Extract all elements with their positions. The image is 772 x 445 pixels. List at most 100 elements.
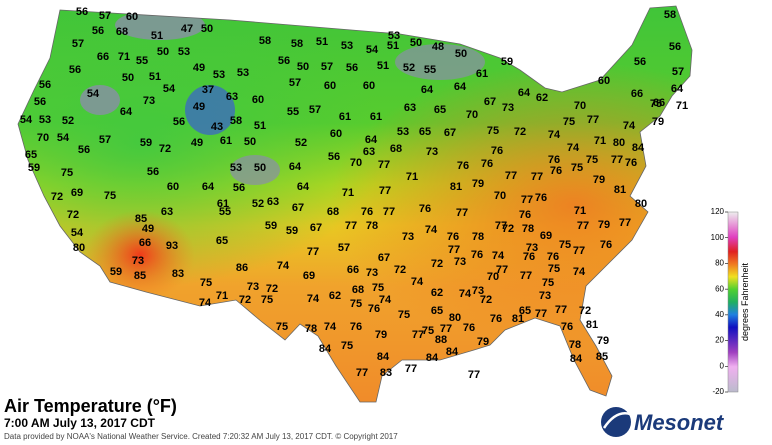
station-temperature: 64	[454, 81, 467, 93]
station-temperature: 64	[202, 181, 215, 193]
station-temperature: 55	[136, 55, 148, 67]
station-temperature: 53	[39, 114, 51, 126]
station-temperature: 78	[305, 323, 317, 335]
station-temperature: 50	[244, 136, 256, 148]
station-temperature: 84	[426, 352, 439, 364]
station-temperature: 74	[573, 266, 586, 278]
station-temperature: 76	[548, 154, 560, 166]
station-temperature: 81	[586, 319, 598, 331]
station-temperature: 75	[571, 162, 583, 174]
station-temperature: 50	[201, 23, 213, 35]
station-temperature: 71	[118, 51, 130, 63]
station-temperature: 66	[139, 237, 151, 249]
station-temperature: 76	[471, 249, 483, 261]
station-temperature: 70	[487, 271, 499, 283]
station-temperature: 60	[167, 181, 179, 193]
station-temperature: 77	[379, 185, 391, 197]
station-temperature: 65	[216, 235, 228, 247]
station-temperature: 63	[161, 206, 173, 218]
station-temperature: 71	[676, 100, 688, 112]
station-temperature: 77	[448, 244, 460, 256]
station-temperature: 51	[387, 40, 399, 52]
station-temperature: 76	[561, 321, 573, 333]
station-temperature: 75	[586, 154, 598, 166]
station-temperature: 73	[366, 267, 378, 279]
station-temperature: 61	[220, 135, 232, 147]
station-temperature: 66	[653, 97, 665, 109]
station-temperature: 54	[366, 44, 379, 56]
station-temperature: 74	[277, 260, 290, 272]
station-temperature: 75	[542, 277, 554, 289]
station-temperature: 56	[69, 64, 81, 76]
station-temperature: 73	[454, 256, 466, 268]
station-temperature: 73	[247, 281, 259, 293]
station-temperature: 60	[330, 128, 342, 140]
station-temperature: 75	[398, 309, 410, 321]
station-temperature: 77	[496, 264, 508, 276]
station-temperature: 51	[377, 60, 389, 72]
station-temperature: 83	[380, 367, 392, 379]
station-temperature: 79	[598, 219, 610, 231]
station-temperature: 74	[548, 129, 561, 141]
station-temperature: 77	[555, 304, 567, 316]
station-temperature: 61	[370, 111, 382, 123]
station-temperature: 66	[97, 51, 109, 63]
station-temperature: 71	[574, 205, 586, 217]
station-temperature: 60	[252, 94, 264, 106]
station-temperature: 79	[593, 174, 605, 186]
station-temperature: 63	[404, 102, 416, 114]
station-temperature: 59	[501, 56, 513, 68]
station-temperature: 48	[432, 41, 444, 53]
station-temperature: 71	[342, 187, 354, 199]
station-temperature: 64	[120, 106, 133, 118]
station-temperature: 72	[480, 294, 492, 306]
station-temperature: 54	[163, 83, 176, 95]
station-temperature: 77	[611, 154, 623, 166]
station-temperature: 54	[71, 227, 84, 239]
map-title: Air Temperature (°F)	[4, 396, 177, 416]
station-temperature: 76	[519, 209, 531, 221]
station-temperature: 72	[159, 143, 171, 155]
station-temperature: 67	[444, 127, 456, 139]
station-temperature: 77	[521, 194, 533, 206]
station-temperature: 75	[61, 167, 73, 179]
station-temperature: 75	[487, 125, 499, 137]
station-temperature: 65	[434, 104, 446, 116]
station-temperature: 76	[550, 165, 562, 177]
station-temperature: 65	[431, 305, 443, 317]
station-temperature: 77	[619, 217, 631, 229]
station-temperature: 68	[390, 143, 402, 155]
station-temperature: 78	[522, 223, 534, 235]
station-temperature: 81	[450, 181, 462, 193]
station-temperature: 76	[419, 203, 431, 215]
station-temperature: 57	[289, 77, 301, 89]
station-temperature: 76	[535, 192, 547, 204]
station-temperature: 81	[512, 313, 524, 325]
station-temperature: 63	[267, 196, 279, 208]
station-temperature: 55	[424, 64, 436, 76]
station-temperature: 56	[346, 62, 358, 74]
station-temperature: 74	[425, 224, 438, 236]
station-temperature: 80	[635, 198, 647, 210]
station-temperature: 80	[449, 312, 461, 324]
color-bar-label: 40	[715, 310, 724, 319]
station-temperature: 61	[476, 68, 488, 80]
station-temperature: 59	[265, 220, 277, 232]
station-temperature: 52	[62, 115, 74, 127]
station-temperature: 67	[292, 202, 304, 214]
station-temperature: 77	[587, 114, 599, 126]
station-temperature: 76	[547, 251, 559, 263]
station-temperature: 80	[73, 242, 85, 254]
station-temperature: 69	[540, 230, 552, 242]
station-temperature: 50	[254, 162, 266, 174]
station-temperature: 55	[287, 106, 299, 118]
station-temperature: 78	[569, 339, 581, 351]
station-temperature: 85	[134, 270, 146, 282]
station-temperature: 77	[573, 245, 585, 257]
station-temperature: 65	[419, 126, 431, 138]
color-bar	[727, 211, 739, 393]
station-temperature: 76	[457, 160, 469, 172]
station-temperature: 62	[329, 290, 341, 302]
station-temperature: 49	[193, 62, 205, 74]
station-temperature: 53	[178, 46, 190, 58]
